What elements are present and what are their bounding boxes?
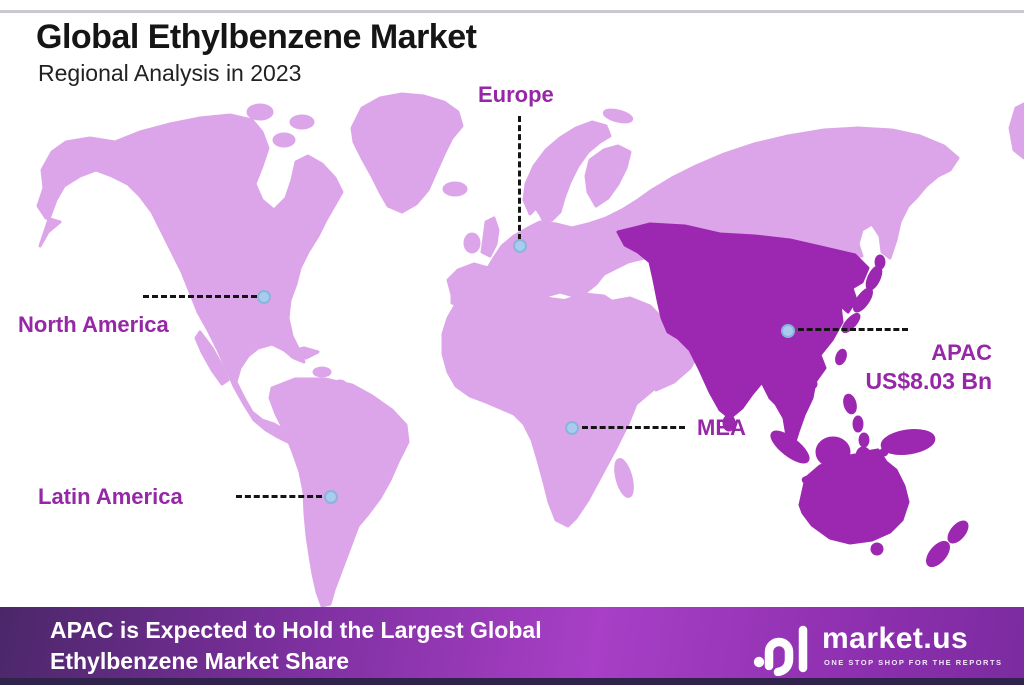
region-apac-sri-lanka bbox=[722, 414, 736, 432]
landmass-edge-sliver bbox=[1008, 102, 1024, 160]
landmass-iceland bbox=[442, 181, 468, 197]
landmass-arctic-1 bbox=[188, 117, 228, 139]
banner-bottom-strip bbox=[0, 678, 1024, 685]
landmass-baja bbox=[194, 330, 230, 386]
region-label-mea: MEA bbox=[697, 415, 746, 440]
region-label-north-america: North America bbox=[18, 312, 169, 337]
top-divider bbox=[0, 10, 1024, 13]
region-apac-new-guinea bbox=[880, 429, 936, 455]
leader-line-apac bbox=[798, 328, 908, 331]
landmass-arctic-4 bbox=[272, 132, 296, 148]
leader-line-north-america bbox=[143, 295, 257, 298]
region-apac-taiwan bbox=[835, 348, 847, 366]
marker-dot-north-america bbox=[257, 290, 271, 304]
landmass-scandinavia bbox=[522, 120, 612, 224]
region-apac-australia bbox=[798, 448, 910, 545]
marker-dot-latin-america bbox=[324, 490, 338, 504]
region-apac-japan-3 bbox=[852, 287, 874, 313]
landmass-hispaniola bbox=[312, 366, 332, 378]
region-label-latin-america: Latin America bbox=[38, 484, 183, 509]
region-apac-philippines-3 bbox=[858, 432, 870, 448]
landmass-novaya-zemlya bbox=[602, 108, 634, 124]
landmass-cuba bbox=[286, 346, 320, 360]
logo-tagline: ONE STOP SHOP FOR THE REPORTS bbox=[824, 658, 1003, 667]
landmass-arctic-5 bbox=[289, 114, 315, 130]
landmass-britain bbox=[480, 216, 500, 258]
marketus-logo: market.us ONE STOP SHOP FOR THE REPORTS bbox=[752, 620, 1002, 678]
banner-headline-line2: Ethylbenzene Market Share bbox=[50, 648, 350, 674]
leader-line-europe bbox=[518, 116, 521, 240]
leader-line-mea bbox=[582, 426, 685, 429]
landmass-arctic-3 bbox=[246, 103, 274, 121]
region-label-apac-value: US$8.03 Bn bbox=[865, 368, 992, 394]
marker-dot-apac bbox=[781, 324, 795, 338]
landmass-finland bbox=[584, 144, 632, 208]
footer-banner: APAC is Expected to Hold the Largest Glo… bbox=[0, 607, 1024, 685]
logo-name: market.us bbox=[822, 622, 969, 655]
landmass-madagascar bbox=[614, 458, 634, 498]
marker-dot-mea bbox=[565, 421, 579, 435]
landmass-arctic-2 bbox=[225, 127, 255, 145]
banner-headline: APAC is Expected to Hold the Largest Glo… bbox=[50, 615, 542, 677]
marketus-logo-icon bbox=[753, 625, 808, 676]
landmass-ireland bbox=[463, 232, 481, 254]
region-apac-nz-north bbox=[947, 520, 969, 544]
leader-line-latin-america bbox=[236, 495, 322, 498]
region-label-apac-name: APAC bbox=[931, 340, 992, 365]
page-subtitle: Regional Analysis in 2023 bbox=[38, 60, 302, 86]
region-apac-nz-south bbox=[926, 540, 950, 568]
banner-headline-line1: APAC is Expected to Hold the Largest Glo… bbox=[50, 617, 542, 643]
page-title: Global Ethylbenzene Market bbox=[36, 18, 477, 56]
region-apac-philippines-2 bbox=[852, 415, 864, 433]
marker-dot-europe bbox=[513, 239, 527, 253]
region-label-apac: APAC US$8.03 Bn bbox=[865, 338, 992, 396]
landmass-greenland bbox=[350, 92, 464, 214]
region-apac-sumatra bbox=[770, 430, 810, 464]
landmass-south-america bbox=[268, 377, 410, 608]
region-apac-japan-4 bbox=[841, 312, 861, 334]
region-apac-tasmania bbox=[870, 542, 884, 556]
region-label-europe: Europe bbox=[478, 82, 554, 107]
region-apac-hainan bbox=[806, 378, 818, 390]
landmass-north-america bbox=[36, 113, 344, 448]
region-apac-philippines-1 bbox=[843, 393, 857, 415]
